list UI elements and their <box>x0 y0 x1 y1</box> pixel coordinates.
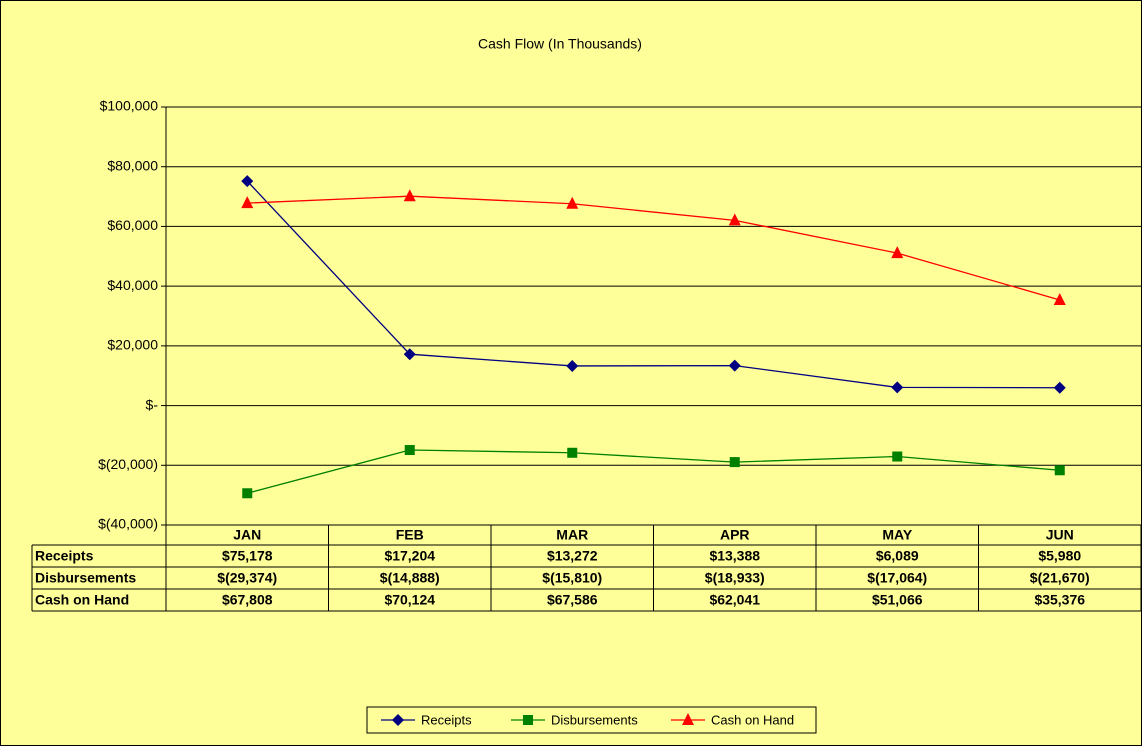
data-point <box>403 189 416 202</box>
data-point <box>728 213 741 226</box>
legend-swatch-marker <box>523 715 533 725</box>
data-point <box>242 488 253 499</box>
table-value: $(15,810) <box>542 570 602 586</box>
y-tick-label: $40,000 <box>107 277 158 293</box>
table-value: $51,066 <box>872 592 923 608</box>
data-point <box>1053 292 1066 305</box>
table-value: $(14,888) <box>380 570 440 586</box>
table-value: $17,204 <box>384 548 435 564</box>
data-point <box>241 196 254 209</box>
table-value: $62,041 <box>709 592 760 608</box>
data-point <box>567 447 578 458</box>
table-value: $(29,374) <box>217 570 277 586</box>
data-point <box>729 457 740 468</box>
y-tick-label: $20,000 <box>107 337 158 353</box>
table-row-header: Receipts <box>35 548 94 564</box>
data-point <box>404 445 415 456</box>
x-tick-label: MAR <box>556 527 588 543</box>
table-value: $(18,933) <box>705 570 765 586</box>
y-tick-label: $100,000 <box>100 98 159 114</box>
x-tick-label: JAN <box>233 527 261 543</box>
table-value: $5,980 <box>1038 548 1081 564</box>
table-row-header: Disbursements <box>35 570 136 586</box>
y-tick-label: $- <box>146 396 159 412</box>
data-point <box>891 381 904 394</box>
data-point <box>1054 465 1065 476</box>
legend-label: Receipts <box>421 712 472 727</box>
table-value: $(17,064) <box>867 570 927 586</box>
table-value: $6,089 <box>876 548 919 564</box>
legend-swatch-marker <box>392 714 404 726</box>
x-tick-label: APR <box>720 527 750 543</box>
legend-box <box>366 706 817 734</box>
table-value: $70,124 <box>384 592 435 608</box>
x-tick-label: MAY <box>882 527 912 543</box>
chart-title: Cash Flow (In Thousands) <box>478 36 642 52</box>
y-tick-label: $(40,000) <box>98 516 158 532</box>
table-value: $67,808 <box>222 592 273 608</box>
table-value: $(21,670) <box>1030 570 1090 586</box>
table-row-header: Cash on Hand <box>35 592 129 608</box>
table-value: $67,586 <box>547 592 598 608</box>
table-value: $13,272 <box>547 548 598 564</box>
x-tick-label: FEB <box>396 527 424 543</box>
legend-label: Disbursements <box>551 712 638 727</box>
data-point <box>566 196 579 209</box>
table-value: $75,178 <box>222 548 273 564</box>
series-line <box>247 449 1060 494</box>
data-point <box>403 348 416 361</box>
y-tick-label: $80,000 <box>107 157 158 173</box>
series-line <box>246 180 1060 389</box>
x-tick-label: JUN <box>1046 527 1074 543</box>
data-point <box>1053 381 1066 394</box>
legend-label: Cash on Hand <box>711 712 794 727</box>
data-point <box>241 175 254 188</box>
legend-swatch-marker <box>682 713 694 725</box>
data-point <box>728 359 741 372</box>
table-value: $35,376 <box>1034 592 1085 608</box>
data-point <box>566 359 579 372</box>
y-tick-label: $60,000 <box>107 217 158 233</box>
series-line <box>247 195 1060 301</box>
y-tick-label: $(20,000) <box>98 456 158 472</box>
data-point <box>891 246 904 259</box>
table-value: $13,388 <box>709 548 760 564</box>
data-point <box>892 451 903 462</box>
